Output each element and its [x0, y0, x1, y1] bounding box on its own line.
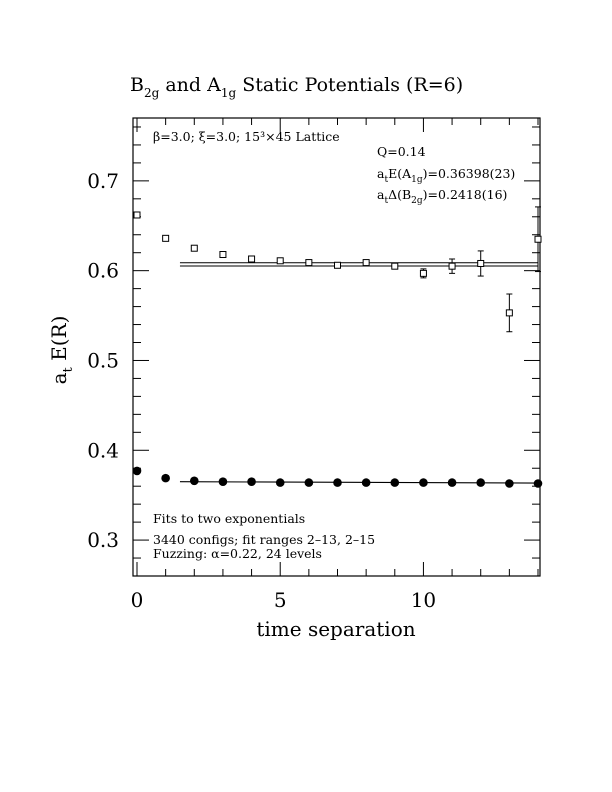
configs-annotation: 3440 configs; fit ranges 2–13, 2–15	[153, 532, 375, 547]
q-annotation: Q=0.14	[377, 144, 426, 159]
data-point-square	[477, 259, 485, 267]
fuzzing-annotation: Fuzzing: α=0.22, 24 levels	[153, 546, 322, 561]
data-point-circle	[333, 478, 342, 487]
x-tick-label: 5	[274, 588, 287, 612]
y-tick-label: 0.5	[87, 348, 119, 372]
data-point-square	[190, 244, 198, 252]
data-point-square	[391, 262, 399, 270]
y-tick-label: 0.7	[87, 169, 119, 193]
chart-title: B2g and A1g Static Potentials (R=6)	[130, 74, 463, 100]
data-point-circle	[189, 476, 199, 486]
data-point-square	[334, 261, 341, 269]
gap-b2g-annotation: atΔ(B2g)=0.2418(16)	[377, 187, 507, 206]
data-point-square	[419, 269, 427, 277]
fit-lines	[179, 262, 539, 484]
x-tick-labels: 0 5 10	[131, 588, 437, 612]
data-point-square	[248, 255, 256, 263]
data-point-circle	[304, 478, 314, 487]
y-tick-label: 0.3	[87, 528, 119, 552]
data-point-circle	[247, 477, 256, 487]
data-point-circle	[390, 478, 400, 487]
axis-ticks	[133, 118, 540, 577]
fits-annotation: Fits to two exponentials	[153, 511, 305, 526]
data-point-circle	[447, 478, 457, 487]
x-tick-label: 10	[411, 588, 436, 612]
data-point-square	[133, 211, 141, 219]
data-points	[132, 206, 543, 488]
data-point-square	[534, 235, 542, 243]
data-point-circle	[533, 479, 543, 488]
plot-frame	[132, 117, 541, 577]
data-point-circle	[419, 478, 428, 487]
y-tick-labels: 0.3 0.4 0.5 0.6 0.7	[87, 169, 119, 552]
y-axis-label: at E(R)	[47, 316, 76, 385]
y-tick-label: 0.4	[87, 438, 119, 462]
data-point-circle	[132, 466, 142, 476]
data-point-circle	[218, 477, 228, 487]
x-axis-label: time separation	[256, 617, 415, 641]
lattice-annotation: β=3.0; ξ=3.0; 15³×45 Lattice	[153, 129, 340, 144]
data-point-square	[219, 251, 227, 259]
data-point-circle	[476, 478, 486, 487]
data-point-circle	[275, 478, 285, 487]
x-tick-label: 0	[131, 588, 144, 612]
data-point-circle	[161, 473, 170, 483]
y-tick-label: 0.6	[87, 259, 119, 283]
data-point-square	[276, 257, 284, 265]
data-point-square	[162, 234, 170, 242]
data-point-square	[505, 309, 513, 317]
energy-a1g-annotation: atE(A1g)=0.36398(23)	[377, 166, 515, 185]
data-point-square	[305, 259, 313, 267]
data-point-circle	[361, 478, 371, 487]
data-point-square	[448, 262, 456, 270]
data-point-square	[362, 259, 370, 267]
data-point-circle	[505, 479, 514, 488]
